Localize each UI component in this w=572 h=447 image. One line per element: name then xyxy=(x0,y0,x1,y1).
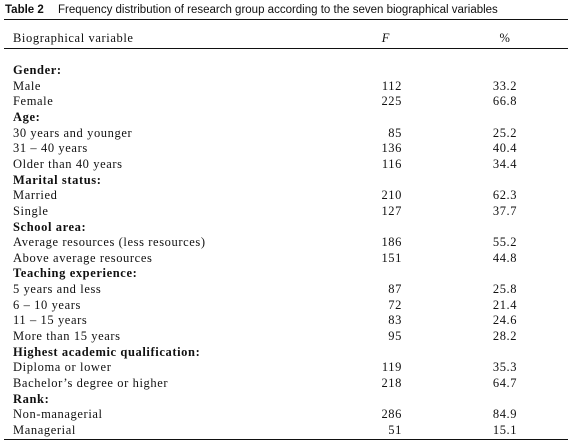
row-label: Bachelor’s degree or higher xyxy=(13,376,169,390)
frequency-cell: 87 xyxy=(388,282,402,297)
frequency-cell: 186 xyxy=(381,235,402,250)
row-label: Single xyxy=(13,203,49,218)
frequency-cell: 72 xyxy=(388,297,402,312)
frequency-cell: 286 xyxy=(381,407,402,422)
percent-cell: 34.4 xyxy=(492,156,518,171)
percent-cell: 37.7 xyxy=(492,203,518,218)
percent-cell: 28.2 xyxy=(492,329,518,344)
frequency-cell: 127 xyxy=(381,203,402,218)
section-heading: Gender: xyxy=(13,63,62,77)
rule xyxy=(4,19,568,20)
frequency-cell: 85 xyxy=(388,125,402,140)
section-heading: Marital status: xyxy=(13,172,102,187)
row-label: Male xyxy=(13,78,42,93)
percent-cell: 64.7 xyxy=(492,376,518,390)
section-heading: School area: xyxy=(13,219,87,234)
percent-cell: 66.8 xyxy=(492,94,518,109)
row-label: 6 – 10 years xyxy=(13,297,81,312)
percent-cell: 35.3 xyxy=(492,360,518,375)
header-cell: % xyxy=(499,31,511,45)
row-label: Non-managerial xyxy=(13,407,103,422)
row-label: More than 15 years xyxy=(13,329,121,344)
section-heading: Rank: xyxy=(13,391,50,406)
row-label: 11 – 15 years xyxy=(13,313,88,328)
row-label: Managerial xyxy=(13,422,76,437)
row-label: Diploma or lower xyxy=(13,360,112,375)
frequency-cell: 210 xyxy=(381,188,402,203)
frequency-cell: 116 xyxy=(381,156,402,171)
row-label: 5 years and less xyxy=(13,282,102,297)
frequency-cell: 225 xyxy=(381,94,402,109)
percent-cell: 25.8 xyxy=(492,282,518,297)
row-label: Married xyxy=(13,188,58,203)
section-heading: Teaching experience: xyxy=(13,266,138,281)
percent-cell: 33.2 xyxy=(492,78,518,93)
percent-cell: 84.9 xyxy=(492,407,518,422)
section-heading: Highest academic qualification: xyxy=(13,344,201,359)
header-cell: Biographical variable xyxy=(13,31,134,45)
frequency-cell: 218 xyxy=(381,376,402,390)
percent-cell: 24.6 xyxy=(492,313,518,328)
frequency-cell: 136 xyxy=(381,141,402,156)
table-label: Table 2 xyxy=(5,4,44,16)
percent-cell: 21.4 xyxy=(492,297,518,312)
row-label: 31 – 40 years xyxy=(13,141,88,156)
rule xyxy=(4,439,568,440)
frequency-cell: 119 xyxy=(381,360,402,375)
row-label: Average resources (less resources) xyxy=(13,235,206,250)
row-label: Older than 40 years xyxy=(13,156,123,171)
percent-cell: 40.4 xyxy=(492,141,518,156)
frequency-cell: 112 xyxy=(381,78,402,93)
header-cell: F xyxy=(381,31,390,45)
percent-cell: 15.1 xyxy=(492,422,518,437)
table-caption: Frequency distribution of research group… xyxy=(58,4,498,16)
rule xyxy=(4,48,568,49)
frequency-cell: 83 xyxy=(388,313,402,328)
row-label: 30 years and younger xyxy=(13,125,133,140)
frequency-cell: 51 xyxy=(388,422,402,437)
percent-cell: 25.2 xyxy=(492,125,518,140)
row-label: Female xyxy=(13,94,54,109)
frequency-cell: 95 xyxy=(388,329,402,344)
row-label: Above average resources xyxy=(13,250,153,265)
section-heading: Age: xyxy=(13,109,41,124)
frequency-cell: 151 xyxy=(381,250,402,265)
percent-cell: 62.3 xyxy=(492,188,518,203)
percent-cell: 44.8 xyxy=(492,250,518,265)
percent-cell: 55.2 xyxy=(492,235,518,250)
